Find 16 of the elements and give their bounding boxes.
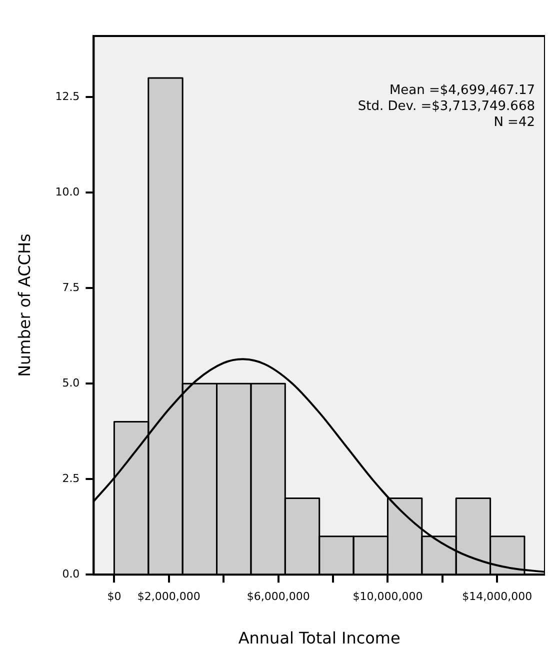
annotation: N =42 [494, 114, 535, 130]
x-tick-label: $2,000,000 [137, 590, 200, 604]
annotation: Mean =$4,699,467.17 [389, 82, 535, 98]
y-tick-label: 2.5 [62, 472, 80, 485]
y-tick-label: 0.0 [62, 567, 80, 580]
x-tick-label: $6,000,000 [246, 590, 310, 604]
x-tick-label: $14,000,000 [462, 590, 532, 604]
y-tick-label: 12.5 [55, 90, 80, 103]
y-tick-label: 7.5 [62, 280, 80, 294]
y-tick-label: 10.0 [55, 185, 80, 198]
x-tick-label: $10,000,000 [352, 590, 423, 604]
y-tick-label: 5.0 [62, 376, 80, 390]
y-axis-title: Number of ACCHs [14, 234, 34, 377]
annotation: Std. Dev. =$3,713,749.668 [358, 98, 535, 114]
x-axis-title: Annual Total Income [238, 628, 400, 648]
x-tick-label: $0 [107, 590, 122, 604]
